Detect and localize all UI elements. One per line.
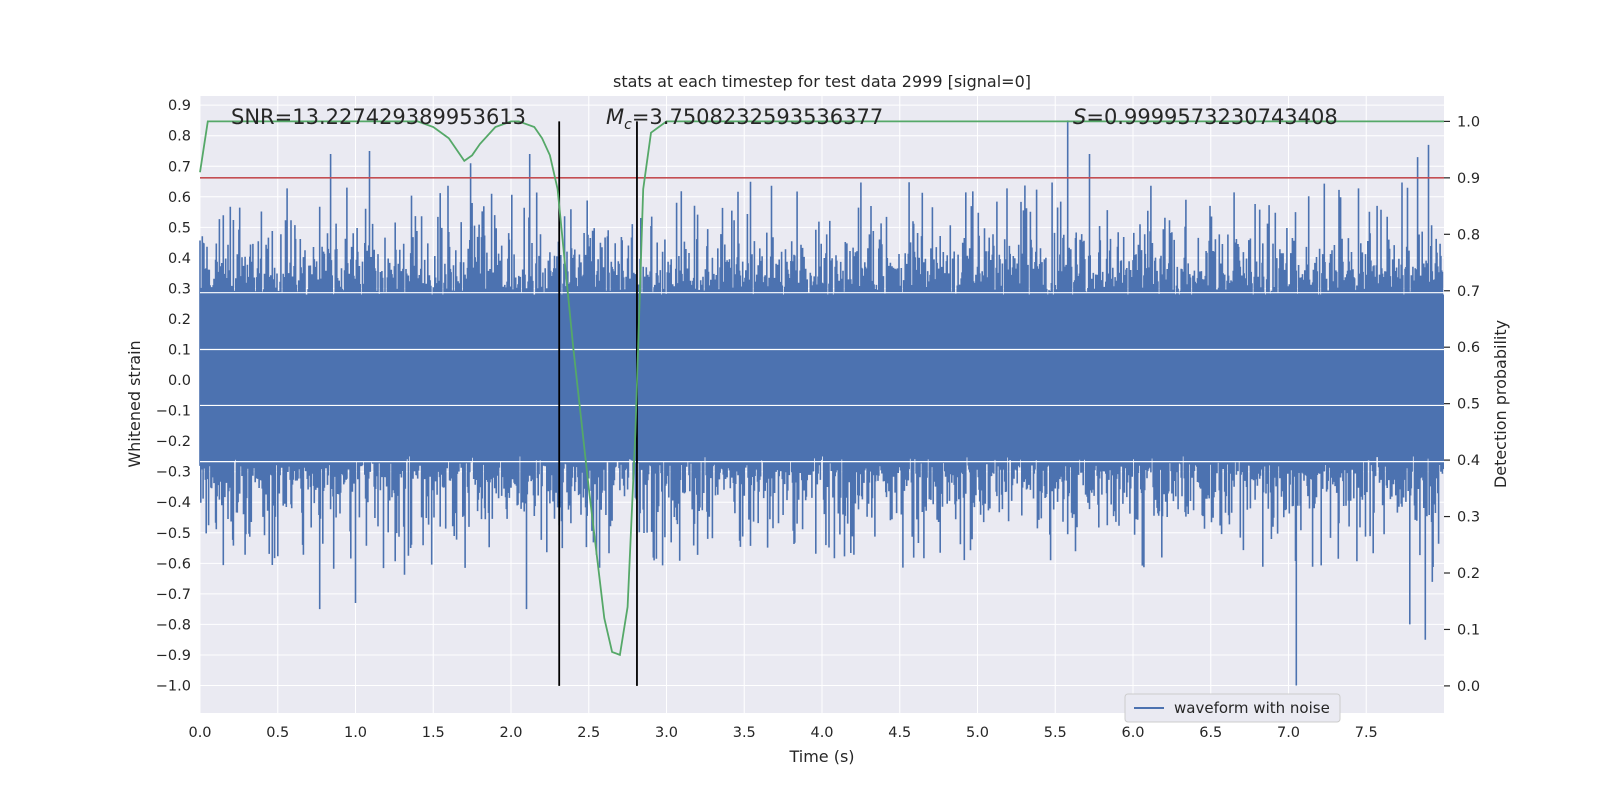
- x-tick-label: 5.5: [1044, 725, 1067, 741]
- s-value: =0.9999573230743408: [1086, 105, 1337, 129]
- y-right-tick-label: 1.0: [1457, 114, 1480, 130]
- waveform-line: [199, 120, 1444, 686]
- snr-annotation: SNR=13.227429389953613: [231, 105, 526, 129]
- y-right-tick-label: 0.4: [1457, 453, 1480, 469]
- waveform-series: [199, 120, 1444, 686]
- y-right-tick-label: 0.8: [1457, 227, 1480, 243]
- y-left-tick-label: 0.4: [168, 251, 191, 267]
- legend-label: waveform with noise: [1174, 699, 1330, 717]
- legend: waveform with noise: [1124, 693, 1341, 723]
- detection-probability-line: [199, 120, 1444, 657]
- y-left-tick-label: −0.7: [156, 587, 191, 603]
- x-tick-label: 2.0: [499, 725, 522, 741]
- y-left-tick-label: −0.6: [156, 556, 191, 572]
- y-left-tick-label: 0.2: [168, 312, 191, 328]
- x-tick-label: 4.5: [888, 725, 911, 741]
- x-tick-label: 3.0: [655, 725, 678, 741]
- x-tick-label: 6.5: [1199, 725, 1222, 741]
- y-right-axis-ticks: 1.0 0.9 0.8 0.7 0.6 0.5 0.4 0.3 0.2 0.1 0.0: [1444, 114, 1480, 695]
- y-left-tick-label: −1.0: [156, 679, 191, 695]
- y-left-tick-label: −0.3: [156, 465, 191, 481]
- x-tick-label: 4.0: [810, 725, 833, 741]
- x-tick-label: 2.5: [577, 725, 600, 741]
- x-tick-label: 1.0: [344, 725, 367, 741]
- x-tick-label: 7.5: [1355, 725, 1378, 741]
- y-left-tick-label: 0.0: [168, 373, 191, 389]
- y-left-tick-label: 0.6: [168, 190, 191, 206]
- y-right-tick-label: 0.3: [1457, 510, 1480, 526]
- x-axis-ticks: 0.0 0.5 1.0 1.5 2.0 2.5 3.0 3.5 4.0 4.5 5.0 5.5 6.0 6…: [188, 725, 1377, 741]
- y-right-tick-label: 0.2: [1457, 566, 1480, 582]
- y-right-tick-label: 0.1: [1457, 622, 1480, 638]
- y-right-axis-label: Detection probability: [1491, 320, 1510, 488]
- y-left-tick-label: −0.9: [156, 648, 191, 664]
- s-symbol: S: [1073, 105, 1086, 129]
- x-tick-label: 5.0: [966, 725, 989, 741]
- y-left-tick-label: 0.9: [168, 98, 191, 114]
- x-tick-label: 0.0: [188, 725, 211, 741]
- chirp-mass-symbol: M: [606, 105, 624, 129]
- y-right-tick-label: 0.0: [1457, 679, 1480, 695]
- y-left-tick-label: −0.5: [156, 526, 191, 542]
- chirp-mass-annotation: Mc=3.7508232593536377: [606, 105, 883, 133]
- y-left-tick-label: 0.1: [168, 343, 191, 359]
- y-left-tick-label: 0.3: [168, 281, 191, 297]
- y-left-tick-label: −0.8: [156, 617, 191, 633]
- x-axis-label: Time (s): [788, 747, 854, 766]
- y-right-tick-label: 0.6: [1457, 340, 1480, 356]
- y-left-tick-label: 0.5: [168, 220, 191, 236]
- chart-title: stats at each timestep for test data 299…: [613, 72, 1031, 91]
- overlay-lines: [199, 120, 1444, 686]
- y-left-axis-ticks: 0.9 0.8 0.7 0.6 0.5 0.4 0.3 0.2 0.1 0.0 −0.1 −0.2 −0…: [156, 98, 191, 694]
- x-tick-label: 6.0: [1121, 725, 1144, 741]
- y-right-tick-label: 0.7: [1457, 284, 1480, 300]
- chirp-mass-subscript: c: [624, 117, 632, 133]
- x-tick-label: 7.0: [1277, 725, 1300, 741]
- y-left-tick-label: 0.7: [168, 159, 191, 175]
- x-tick-label: 0.5: [266, 725, 289, 741]
- x-tick-label: 3.5: [733, 725, 756, 741]
- y-left-tick-label: −0.1: [156, 404, 191, 420]
- y-left-tick-label: −0.4: [156, 495, 191, 511]
- y-right-tick-label: 0.9: [1457, 171, 1480, 187]
- y-left-tick-label: −0.2: [156, 434, 191, 450]
- y-left-axis-label: Whitened strain: [125, 340, 144, 467]
- s-annotation: S=0.9999573230743408: [1073, 105, 1338, 129]
- y-right-tick-label: 0.5: [1457, 397, 1480, 413]
- x-tick-label: 1.5: [422, 725, 445, 741]
- chirp-mass-value: =3.7508232593536377: [632, 105, 883, 129]
- y-left-tick-label: 0.8: [168, 129, 191, 145]
- legend-box: [1124, 693, 1341, 723]
